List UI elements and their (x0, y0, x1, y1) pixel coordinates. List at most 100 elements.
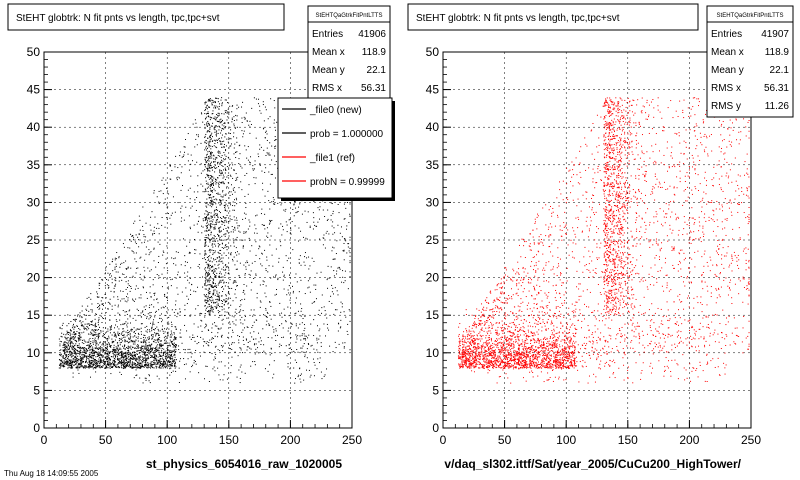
scatter-point (327, 327, 329, 329)
scatter-point (89, 376, 91, 378)
scatter-point (146, 358, 148, 360)
scatter-point (251, 262, 253, 264)
scatter-point (72, 333, 74, 335)
scatter-point (242, 329, 244, 331)
scatter-point (233, 280, 235, 282)
scatter-point (149, 224, 151, 226)
scatter-point (143, 275, 145, 277)
scatter-point (298, 206, 300, 208)
scatter-point (111, 282, 113, 284)
scatter-point (225, 133, 227, 135)
scatter-point (213, 209, 215, 211)
scatter-point (63, 333, 65, 335)
scatter-point (125, 296, 127, 298)
scatter-point (148, 307, 150, 309)
scatter-point (209, 273, 211, 275)
scatter-point (218, 275, 220, 277)
scatter-point (79, 332, 81, 334)
scatter-point (81, 316, 83, 318)
scatter-point (254, 168, 256, 170)
scatter-point (74, 339, 76, 341)
scatter-point (105, 365, 107, 367)
scatter-point (208, 197, 210, 199)
scatter-point (219, 122, 221, 124)
scatter-point (67, 367, 69, 369)
scatter-point (113, 331, 115, 333)
scatter-point (304, 210, 306, 212)
scatter-point (328, 329, 330, 331)
scatter-point (135, 369, 137, 371)
scatter-point (161, 347, 163, 349)
scatter-point (210, 223, 212, 225)
scatter-point (221, 334, 223, 336)
scatter-point (71, 353, 73, 355)
scatter-point (246, 120, 248, 122)
scatter-point (90, 331, 92, 333)
scatter-point (323, 237, 325, 239)
scatter-point (202, 276, 204, 278)
scatter-point (76, 349, 78, 351)
scatter-point (211, 249, 213, 251)
scatter-point (140, 347, 142, 349)
scatter-point (63, 360, 65, 362)
scatter-point (122, 364, 124, 366)
scatter-point (165, 335, 167, 337)
scatter-point (118, 338, 120, 340)
scatter-point (212, 272, 214, 274)
scatter-point (91, 363, 93, 365)
scatter-point (204, 135, 206, 137)
scatter-point (222, 291, 224, 293)
scatter-point (213, 282, 215, 284)
scatter-point (208, 213, 210, 215)
scatter-point (210, 178, 212, 180)
scatter-point (231, 162, 233, 164)
scatter-point (138, 367, 140, 369)
scatter-point (131, 358, 133, 360)
scatter-point (225, 246, 227, 248)
scatter-point (207, 274, 209, 276)
scatter-point (211, 125, 213, 127)
scatter-point (188, 282, 190, 284)
scatter-point (213, 258, 215, 260)
scatter-point (245, 149, 247, 151)
scatter-point (222, 181, 224, 183)
scatter-point (233, 281, 235, 283)
scatter-point (143, 357, 145, 359)
scatter-point (89, 348, 91, 350)
scatter-point (264, 292, 266, 294)
scatter-point (208, 278, 210, 280)
scatter-point (94, 351, 96, 353)
scatter-point (121, 367, 123, 369)
scatter-point (301, 333, 303, 335)
scatter-point (143, 339, 145, 341)
scatter-point (228, 165, 230, 167)
scatter-point (270, 235, 272, 237)
scatter-point (111, 278, 113, 280)
scatter-point (183, 364, 185, 366)
scatter-point (88, 355, 90, 357)
scatter-point (103, 336, 105, 338)
scatter-point (137, 344, 139, 346)
scatter-point (84, 348, 86, 350)
scatter-point (305, 351, 307, 353)
scatter-point (217, 121, 219, 123)
scatter-point (162, 367, 164, 369)
scatter-point (221, 286, 223, 288)
scatter-point (90, 352, 92, 354)
scatter-point (218, 317, 220, 319)
scatter-point (174, 367, 176, 369)
scatter-point (296, 336, 298, 338)
scatter-point (75, 320, 77, 322)
scatter-point (101, 356, 103, 358)
scatter-point (148, 338, 150, 340)
scatter-point (110, 363, 112, 365)
scatter-point (153, 341, 155, 343)
scatter-point (197, 231, 199, 233)
scatter-point (127, 363, 129, 365)
scatter-point (134, 241, 136, 243)
scatter-point (204, 124, 206, 126)
scatter-point (155, 359, 157, 361)
scatter-point (159, 355, 161, 357)
scatter-point (71, 348, 73, 350)
scatter-point (198, 264, 200, 266)
